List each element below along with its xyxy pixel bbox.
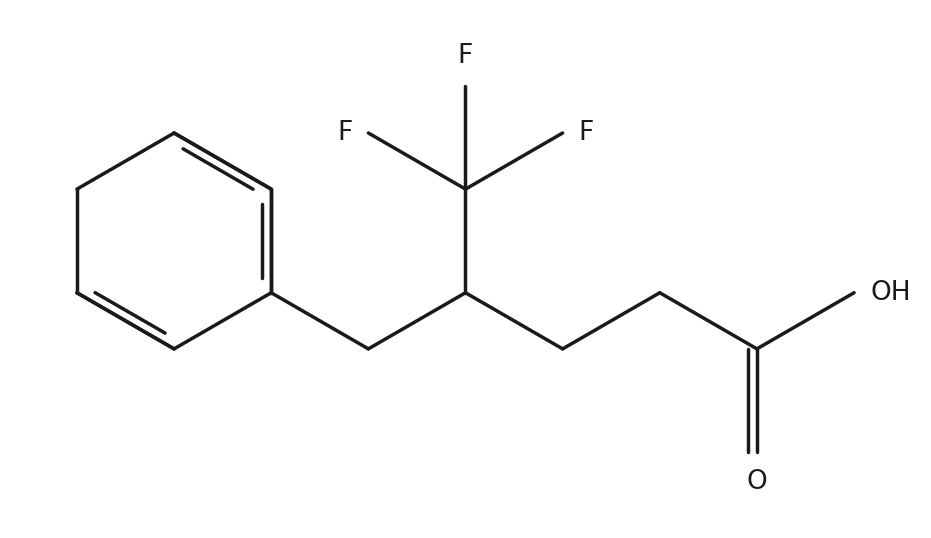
Text: F: F — [458, 44, 473, 69]
Text: OH: OH — [870, 280, 911, 306]
Text: F: F — [337, 120, 352, 146]
Text: F: F — [579, 120, 594, 146]
Text: O: O — [747, 469, 767, 494]
